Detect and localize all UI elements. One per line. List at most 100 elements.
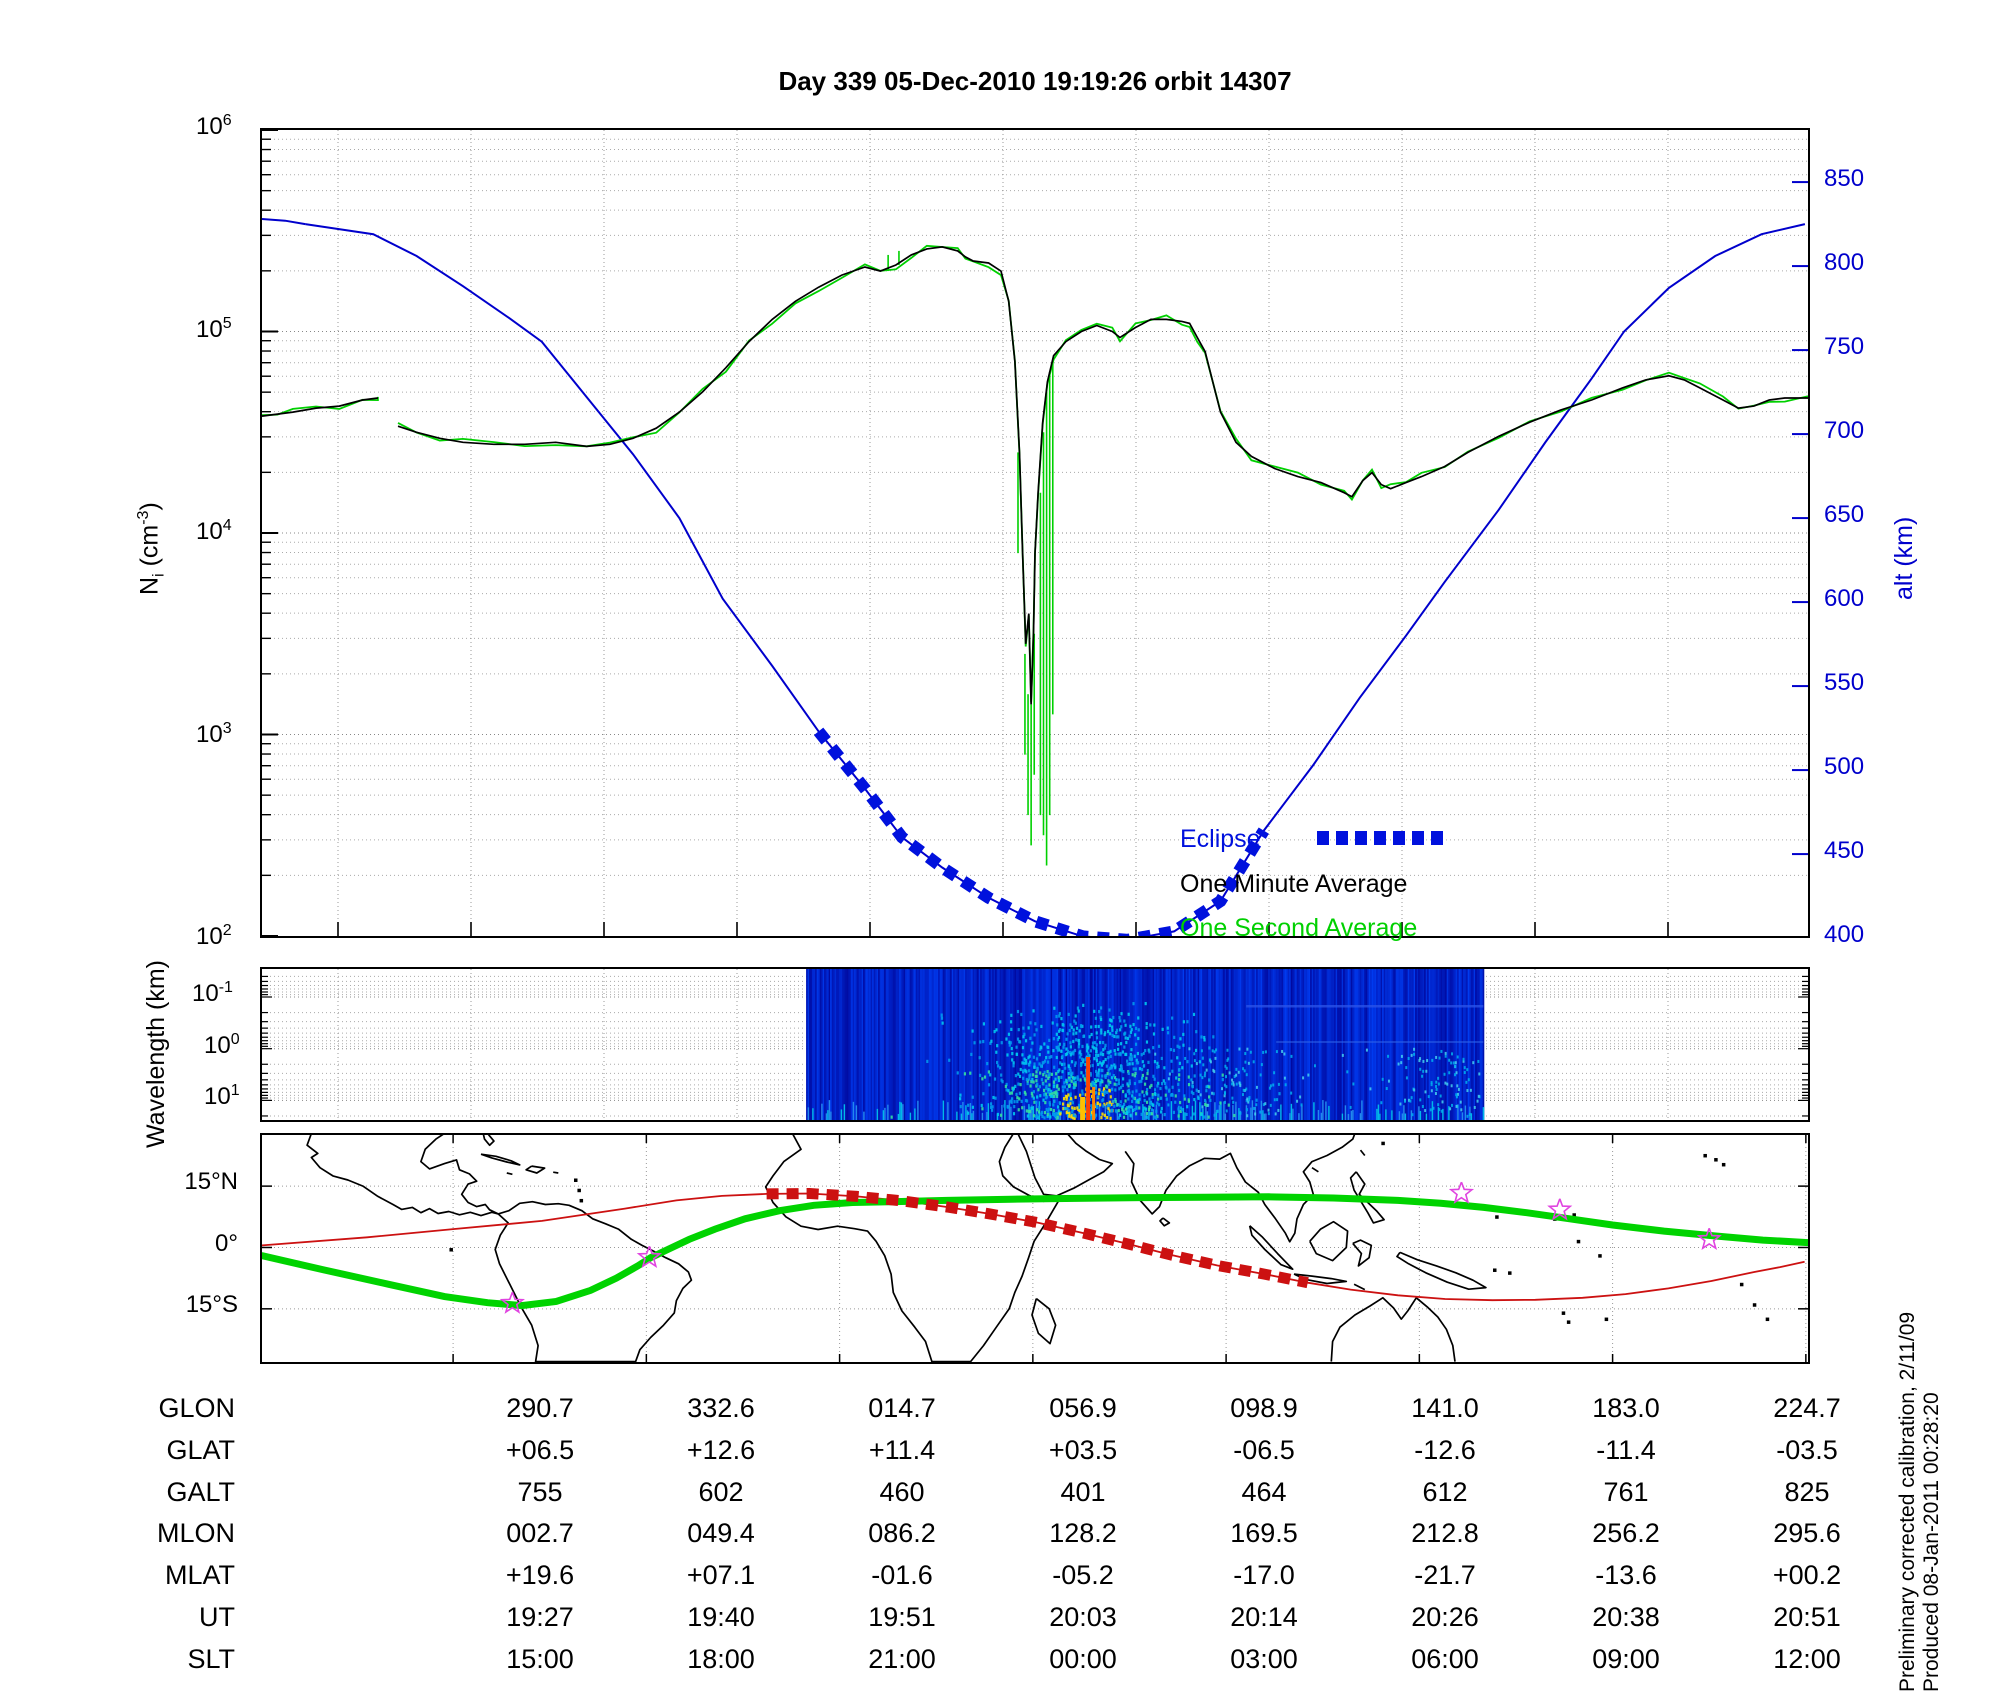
production-note-line2: Produced 08-Jan-2011 00:28:20	[1920, 1392, 1943, 1692]
table-cell: 612	[1422, 1476, 1468, 1507]
table-cell: 20:51	[1773, 1602, 1841, 1632]
production-note-line1: Preliminary corrected calibration, 2/11/…	[1896, 1311, 1919, 1692]
density-tick-label: 104	[196, 517, 232, 545]
wavelength-tick-label: 10-1	[192, 979, 233, 1007]
table-cell: 20:14	[1230, 1602, 1298, 1632]
ground-track-map	[262, 1135, 1808, 1362]
table-cell: 19:51	[868, 1602, 936, 1632]
table-cell: +07.1	[686, 1560, 756, 1591]
table-row-label-glon: GLON	[158, 1393, 235, 1423]
legend-one-minute-label: One Minute Average	[1180, 870, 1408, 898]
wavelength-tick-label: 101	[204, 1082, 240, 1111]
table-row-label-mlat: MLAT	[164, 1560, 235, 1591]
altitude-tick-label: 700	[1824, 417, 1865, 445]
ground-track-map-panel	[260, 1133, 1810, 1364]
production-note: Preliminary corrected calibration, 2/11/…	[1896, 1312, 1944, 1692]
density-altitude-panel: Eclipse One Minute Average One Second Av…	[260, 128, 1810, 942]
table-cell: 002.7	[506, 1518, 574, 1549]
table-cell: 332.6	[687, 1393, 755, 1423]
table-row-label-mlon: MLON	[156, 1518, 235, 1549]
table-cell: -17.0	[1233, 1560, 1295, 1591]
table-cell: 20:38	[1592, 1602, 1660, 1632]
table-cell: 15:00	[506, 1643, 574, 1674]
table-row-label-ut: UT	[199, 1602, 235, 1632]
table-cell: 19:40	[687, 1602, 755, 1632]
table-cell: 03:00	[1230, 1643, 1298, 1674]
table-cell: 755	[517, 1476, 563, 1507]
table-cell: 761	[1603, 1476, 1649, 1507]
page-title: Day 339 05-Dec-2010 19:19:26 orbit 14307	[778, 66, 1292, 96]
altitude-tick-label: 500	[1824, 753, 1865, 781]
table-cell: 056.9	[1049, 1393, 1117, 1423]
table-cell: 224.7	[1773, 1393, 1841, 1423]
table-row-label-glat: GLAT	[166, 1434, 235, 1465]
altitude-tick-label: 800	[1824, 249, 1865, 277]
table-cell: -03.5	[1776, 1434, 1838, 1465]
density-tick-label: 102	[196, 922, 232, 950]
altitude-tick-label: 750	[1824, 333, 1865, 361]
density-tick-label: 103	[196, 719, 232, 748]
table-cell: 18:00	[687, 1643, 755, 1674]
table-cell: 086.2	[868, 1518, 936, 1549]
table-cell: 20:26	[1411, 1602, 1479, 1632]
map-lat-label: 15°S	[185, 1291, 238, 1318]
table-cell: 141.0	[1411, 1393, 1479, 1423]
table-cell: 825	[1784, 1476, 1830, 1507]
table-cell: 19:27	[506, 1602, 574, 1632]
wavelength-spectrogram-panel	[260, 967, 1810, 1122]
table-cell: 21:00	[868, 1643, 936, 1674]
table-cell: 460	[879, 1476, 925, 1507]
table-cell: +12.6	[686, 1434, 756, 1465]
table-cell: 602	[698, 1476, 744, 1507]
table-cell: 169.5	[1230, 1518, 1298, 1549]
wavelength-axis-label: Wavelength (km)	[142, 959, 170, 1148]
table-row-label-slt: SLT	[187, 1643, 235, 1674]
table-cell: -05.2	[1052, 1560, 1114, 1591]
density-altitude-chart	[262, 130, 1808, 936]
table-cell: -13.6	[1595, 1560, 1657, 1591]
table-cell: 212.8	[1411, 1518, 1479, 1549]
table-cell: 128.2	[1049, 1518, 1117, 1549]
table-cell: 09:00	[1592, 1643, 1660, 1674]
altitude-tick-label: 400	[1824, 921, 1865, 949]
density-tick-label: 105	[196, 314, 232, 343]
altitude-tick-label: 850	[1824, 165, 1865, 193]
table-cell: 014.7	[868, 1393, 936, 1423]
map-lat-label: 0°	[215, 1229, 238, 1257]
altitude-tick-label: 650	[1824, 501, 1865, 529]
table-cell: 12:00	[1773, 1643, 1841, 1674]
table-row-label-galt: GALT	[166, 1476, 235, 1507]
table-cell: 098.9	[1230, 1393, 1298, 1423]
altitude-tick-label: 450	[1824, 837, 1865, 865]
table-cell: -12.6	[1414, 1434, 1476, 1465]
spectrogram-chart	[262, 969, 1808, 1120]
table-cell: 295.6	[1773, 1518, 1841, 1549]
table-cell: +19.6	[505, 1560, 575, 1591]
density-axis-label: Ni (cm-3)	[135, 502, 168, 595]
table-cell: 06:00	[1411, 1643, 1479, 1674]
table-cell: -11.4	[1596, 1434, 1656, 1465]
altitude-tick-label: 600	[1824, 585, 1865, 613]
table-cell: -01.6	[871, 1560, 933, 1591]
table-cell: 183.0	[1592, 1393, 1660, 1423]
density-tick-label: 106	[196, 112, 232, 140]
table-cell: 049.4	[687, 1518, 755, 1549]
legend-one-second-label: One Second Average	[1180, 914, 1418, 942]
table-cell: +11.4	[868, 1434, 936, 1465]
table-cell: 464	[1241, 1476, 1287, 1507]
wavelength-tick-label: 100	[204, 1030, 240, 1059]
map-lat-label: 15°N	[184, 1168, 238, 1195]
table-cell: +03.5	[1048, 1434, 1118, 1465]
altitude-axis-label: alt (km)	[1890, 516, 1918, 600]
table-cell: 00:00	[1049, 1643, 1117, 1674]
altitude-tick-label: 550	[1824, 669, 1865, 697]
table-cell: 256.2	[1592, 1518, 1660, 1549]
table-cell: -06.5	[1233, 1434, 1295, 1465]
legend-eclipse-label: Eclipse	[1180, 825, 1261, 853]
table-cell: +06.5	[505, 1434, 575, 1465]
table-cell: -21.7	[1414, 1560, 1476, 1591]
table-cell: +00.2	[1772, 1560, 1842, 1591]
table-cell: 290.7	[506, 1393, 574, 1423]
table-cell: 401	[1060, 1476, 1106, 1507]
